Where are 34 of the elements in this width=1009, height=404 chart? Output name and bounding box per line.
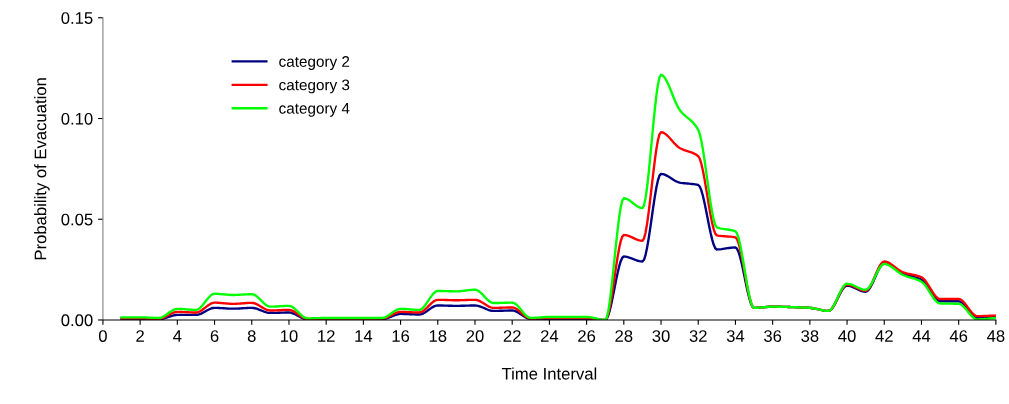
legend-label: category 4 bbox=[279, 103, 350, 117]
x-tick-label: 42 bbox=[875, 330, 893, 342]
x-tick-label: 10 bbox=[280, 330, 298, 342]
x-tick-label: 6 bbox=[210, 330, 219, 342]
x-tick-label: 22 bbox=[503, 330, 521, 342]
legend-label: category 2 bbox=[279, 56, 350, 70]
x-tick-label: 48 bbox=[987, 330, 1005, 342]
x-tick-label: 28 bbox=[615, 330, 633, 342]
x-tick-label: 38 bbox=[801, 330, 819, 342]
x-tick-label: 24 bbox=[540, 330, 559, 342]
y-tick-label: 0.15 bbox=[61, 12, 93, 24]
x-tick-label: 18 bbox=[429, 330, 447, 342]
x-tick-label: 26 bbox=[578, 330, 596, 342]
x-tick-label: 16 bbox=[392, 330, 410, 342]
x-tick-label: 34 bbox=[726, 330, 745, 342]
x-tick-label: 4 bbox=[173, 330, 182, 342]
x-tick-label: 20 bbox=[466, 330, 484, 342]
y-axis-title: Probability of Evacuation bbox=[34, 78, 50, 260]
x-tick-label: 14 bbox=[355, 330, 373, 342]
x-axis-title: Time Interval bbox=[501, 367, 597, 380]
y-tick-label: 0.00 bbox=[61, 314, 93, 327]
x-tick-label: 40 bbox=[838, 330, 856, 342]
y-tick-label: 0.10 bbox=[61, 112, 93, 125]
legend-label: category 3 bbox=[279, 79, 350, 94]
x-tick-label: 2 bbox=[136, 330, 144, 342]
y-tick-label: 0.05 bbox=[61, 213, 93, 226]
x-tick-label: 36 bbox=[764, 330, 782, 342]
x-tick-label: 46 bbox=[949, 330, 968, 342]
x-tick-label: 30 bbox=[652, 330, 670, 342]
x-tick-label: 12 bbox=[318, 330, 335, 342]
x-tick-label: 8 bbox=[247, 330, 256, 342]
x-tick-label: 32 bbox=[689, 330, 707, 342]
x-tick-label: 44 bbox=[912, 330, 931, 342]
x-tick-label: 0 bbox=[98, 330, 107, 342]
